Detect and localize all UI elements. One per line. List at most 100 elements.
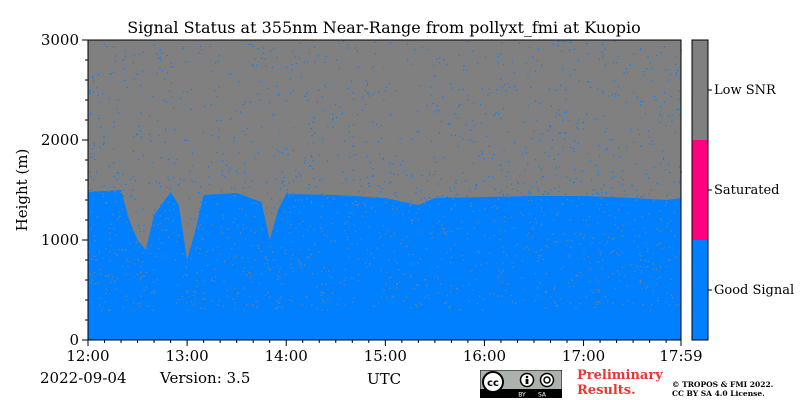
speckle-low-snr — [320, 291, 322, 293]
speckle-low-snr — [102, 257, 104, 259]
speckle-good — [605, 149, 607, 151]
speckle-good — [262, 47, 264, 49]
speckle-good — [626, 146, 628, 148]
speckle-low-snr — [645, 242, 647, 245]
speckle-low-snr — [267, 291, 269, 293]
speckle-low-snr — [482, 298, 484, 300]
speckle-low-snr — [176, 241, 178, 243]
speckle-good — [481, 153, 483, 155]
speckle-good — [293, 127, 295, 129]
speckle-good — [283, 184, 285, 186]
speckle-good — [536, 60, 538, 62]
speckle-good — [601, 191, 603, 194]
speckle-good — [327, 126, 329, 128]
speckle-good — [113, 175, 115, 178]
speckle-low-snr — [666, 226, 668, 228]
speckle-good — [429, 174, 431, 176]
speckle-low-snr — [196, 285, 198, 287]
speckle-good — [616, 62, 618, 64]
speckle-low-snr — [444, 228, 446, 230]
speckle-good — [186, 223, 188, 225]
speckle-low-snr — [415, 304, 417, 306]
speckle-low-snr — [276, 307, 278, 309]
speckle-low-snr — [417, 262, 419, 264]
speckle-low-snr — [378, 232, 381, 234]
speckle-low-snr — [140, 295, 142, 297]
speckle-good — [103, 185, 105, 187]
cc-license-badge: cc BY SA — [480, 370, 562, 398]
speckle-good — [440, 178, 442, 180]
speckle-good — [518, 42, 520, 44]
speckle-good — [292, 90, 294, 92]
speckle-good — [113, 186, 115, 188]
speckle-good — [578, 80, 580, 82]
speckle-low-snr — [503, 221, 505, 223]
speckle-good — [93, 142, 95, 144]
speckle-good — [647, 56, 649, 58]
speckle-good — [625, 101, 627, 103]
speckle-good — [88, 190, 90, 192]
speckle-good — [520, 192, 522, 194]
speckle-low-snr — [201, 269, 203, 272]
speckle-low-snr — [415, 212, 417, 214]
speckle-good — [458, 106, 460, 108]
speckle-good — [309, 165, 311, 167]
speckle-low-snr — [498, 198, 500, 200]
speckle-good — [159, 67, 161, 69]
speckle-low-snr — [445, 301, 448, 303]
speckle-low-snr — [426, 295, 429, 297]
speckle-good — [293, 180, 295, 182]
speckle-good — [142, 70, 144, 72]
speckle-low-snr — [652, 268, 654, 270]
speckle-low-snr — [351, 243, 353, 245]
speckle-low-snr — [98, 252, 100, 254]
speckle-low-snr — [644, 259, 646, 261]
speckle-low-snr — [364, 204, 367, 207]
speckle-low-snr — [452, 198, 454, 200]
speckle-low-snr — [416, 306, 418, 308]
speckle-good — [216, 120, 218, 122]
speckle-low-snr — [109, 309, 111, 311]
speckle-low-snr — [554, 241, 556, 243]
speckle-low-snr — [477, 221, 479, 224]
speckle-good — [368, 95, 370, 97]
speckle-low-snr — [406, 235, 408, 238]
speckle-good — [342, 171, 344, 173]
speckle-low-snr — [596, 303, 598, 306]
speckle-low-snr — [648, 261, 650, 263]
speckle-low-snr — [436, 222, 438, 224]
speckle-good — [550, 189, 552, 191]
speckle-good — [218, 128, 220, 131]
speckle-good — [348, 131, 350, 133]
speckle-low-snr — [111, 276, 114, 278]
speckle-low-snr — [506, 255, 508, 257]
speckle-low-snr — [227, 237, 230, 239]
speckle-good — [626, 71, 629, 73]
speckle-good — [357, 114, 359, 116]
speckle-low-snr — [531, 237, 534, 239]
by-person-body — [525, 379, 529, 384]
speckle-good — [556, 175, 558, 177]
cc-icon — [482, 371, 504, 393]
speckle-good — [121, 189, 124, 191]
speckle-good — [182, 48, 184, 50]
speckle-good — [465, 124, 467, 126]
speckle-low-snr — [100, 273, 102, 275]
x-tick-label: 14:00 — [265, 347, 308, 365]
speckle-good — [365, 104, 367, 106]
speckle-low-snr — [139, 245, 141, 248]
speckle-good — [494, 188, 496, 190]
speckle-good — [129, 196, 131, 198]
speckle-good — [257, 48, 259, 50]
speckle-low-snr — [585, 296, 587, 298]
speckle-low-snr — [114, 280, 116, 283]
speckle-low-snr — [610, 251, 612, 254]
speckle-low-snr — [443, 216, 445, 218]
speckle-good — [619, 156, 621, 158]
speckle-low-snr — [310, 202, 313, 204]
speckle-low-snr — [243, 267, 245, 269]
speckle-good — [527, 162, 529, 165]
speckle-good — [622, 170, 624, 172]
speckle-good — [502, 63, 505, 65]
